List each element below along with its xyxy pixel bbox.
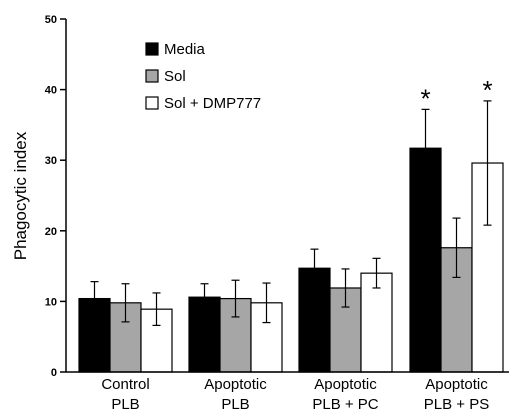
- category-labels: Control PLB Apoptotic PLB Apoptotic PLB + PC A…: [101, 376, 489, 413]
- legend-label-media: Media: [164, 41, 206, 58]
- legend-label-sol-dmp777: Sol + DMP777: [164, 95, 261, 112]
- significance-asterisk: *: [420, 83, 430, 113]
- category-label-3-line-0: Apoptotic: [425, 376, 488, 393]
- legend-label-sol: Sol: [164, 68, 186, 85]
- category-label-0-line-1: PLB: [111, 396, 139, 413]
- category-label-1-line-0: Apoptotic: [204, 376, 267, 393]
- category-label-1-line-1: PLB: [221, 396, 249, 413]
- y-tick-label: 30: [45, 155, 57, 167]
- axes-layer: [65, 19, 509, 373]
- significance-asterisk: *: [482, 75, 492, 105]
- y-tick-label: 10: [45, 296, 57, 308]
- bar-sol-dmp777-2: [360, 272, 393, 373]
- legend-swatch-media: [145, 42, 159, 56]
- category-label-2-line-0: Apoptotic: [314, 376, 377, 393]
- y-tick-label: 50: [45, 14, 57, 26]
- y-axis-title: Phagocytic index: [11, 131, 30, 260]
- y-tick-label: 40: [45, 85, 57, 97]
- category-label-2-line-1: PLB + PC: [312, 396, 378, 413]
- y-tick-label: 20: [45, 226, 57, 238]
- category-label-3-line-1: PLB + PS: [424, 396, 489, 413]
- legend: Media Sol Sol + DMP777: [145, 41, 261, 112]
- bars-layer: * *: [78, 75, 504, 373]
- legend-swatch-sol: [145, 69, 159, 83]
- legend-swatch-sol-dmp777: [145, 96, 159, 110]
- category-label-0-line-0: Control: [101, 376, 149, 393]
- y-tick-label: 0: [51, 367, 57, 379]
- y-ticks: 0 10 20 30 40 50: [45, 14, 66, 379]
